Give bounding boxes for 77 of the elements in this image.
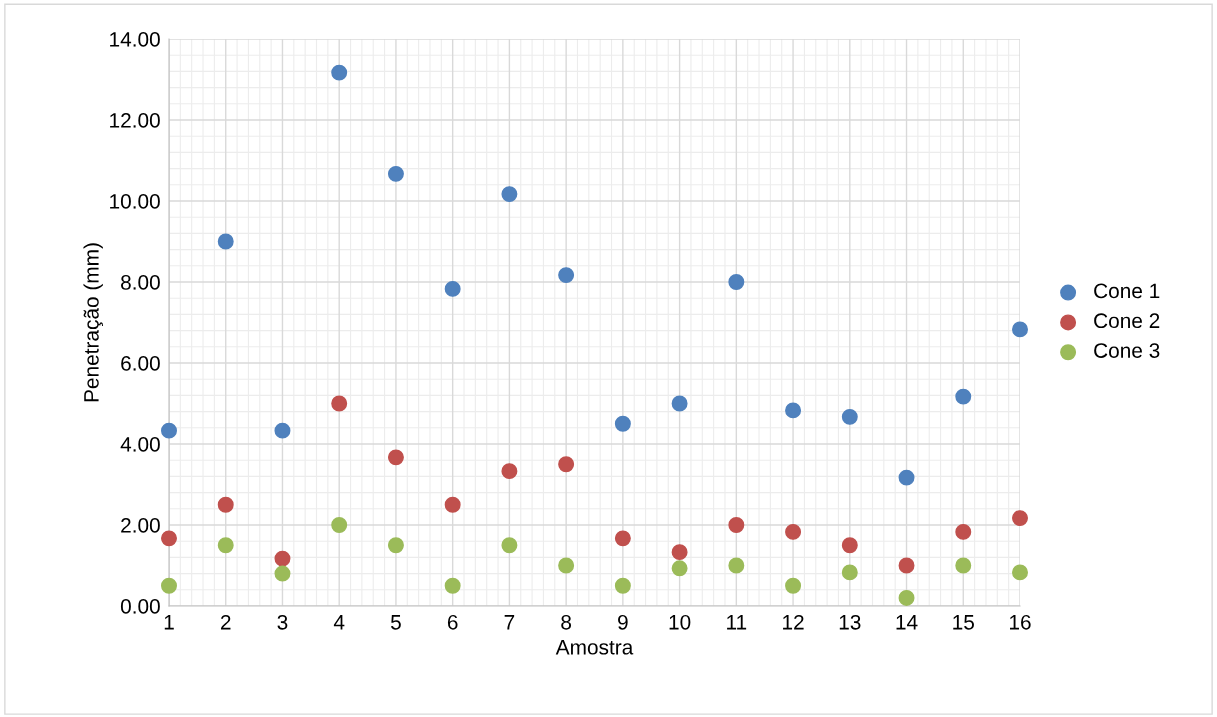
point (501, 463, 518, 480)
x-tick-label: 15 (953, 615, 974, 630)
point (1012, 564, 1028, 581)
x-tick-label: 16 (1010, 614, 1031, 630)
point (501, 186, 518, 203)
point (1012, 510, 1028, 527)
point (728, 517, 745, 533)
y-tick-label: 10.00 (110, 194, 160, 209)
point (161, 577, 177, 594)
point (955, 523, 972, 540)
point (898, 557, 915, 574)
legend-label: Cone 1 (1094, 283, 1160, 299)
point (558, 456, 575, 473)
point (274, 550, 291, 567)
point (274, 422, 291, 439)
point (217, 233, 234, 250)
x-tick-label: 1 (164, 615, 174, 630)
point (1012, 321, 1028, 338)
x-tick-label: 6 (447, 614, 458, 630)
x-tick-label: 13 (839, 614, 861, 630)
point (274, 565, 291, 582)
x-tick-label: 12 (783, 614, 804, 630)
point (558, 557, 575, 574)
point (331, 517, 348, 533)
point (785, 523, 802, 540)
y-axis-title: Penetração (mm) (83, 243, 103, 402)
x-axis-title: Amostra (555, 640, 634, 655)
x-tick-label: 11 (727, 615, 747, 630)
point (387, 449, 404, 466)
point (841, 564, 858, 581)
x-tick-label: 8 (561, 614, 572, 630)
point (841, 408, 858, 425)
x-tick-label: 10 (669, 614, 691, 630)
point (501, 537, 518, 554)
point (671, 560, 688, 577)
y-tick-label: 6.00 (121, 356, 160, 371)
point (728, 557, 745, 574)
point (785, 577, 802, 594)
point (161, 422, 177, 439)
legend-label: Cone 3 (1094, 343, 1160, 358)
point (217, 496, 234, 513)
point (898, 469, 915, 486)
point (785, 402, 802, 419)
point (671, 395, 688, 412)
point (955, 388, 972, 405)
point (161, 530, 177, 547)
point (444, 496, 461, 513)
point (387, 537, 404, 554)
point (387, 165, 404, 182)
point (558, 267, 575, 284)
point (955, 557, 972, 574)
y-tick-label: 4.00 (120, 437, 160, 452)
point (671, 544, 688, 561)
point (728, 274, 745, 290)
point (614, 415, 631, 432)
y-tick-label: 2.00 (121, 518, 160, 533)
point (898, 589, 915, 606)
legend-label: Cone 2 (1094, 313, 1160, 329)
y-tick-label: 12.00 (110, 113, 160, 128)
x-tick-label: 4 (333, 615, 345, 630)
x-tick-label: 14 (896, 615, 918, 630)
x-tick-label: 3 (277, 614, 288, 630)
point (614, 530, 631, 547)
x-tick-label: 7 (504, 615, 515, 630)
point (841, 537, 858, 554)
y-tick-label: 0.00 (120, 599, 160, 614)
point (614, 577, 631, 594)
x-tick-label: 5 (390, 615, 401, 630)
point (444, 280, 461, 297)
point (331, 64, 348, 81)
point (217, 537, 234, 554)
point (444, 577, 461, 594)
x-tick-label: 9 (618, 614, 628, 630)
point (331, 395, 348, 412)
y-tick-label: 8.00 (121, 275, 160, 290)
y-tick-label: 14.00 (110, 32, 160, 47)
x-tick-label: 2 (220, 614, 231, 630)
